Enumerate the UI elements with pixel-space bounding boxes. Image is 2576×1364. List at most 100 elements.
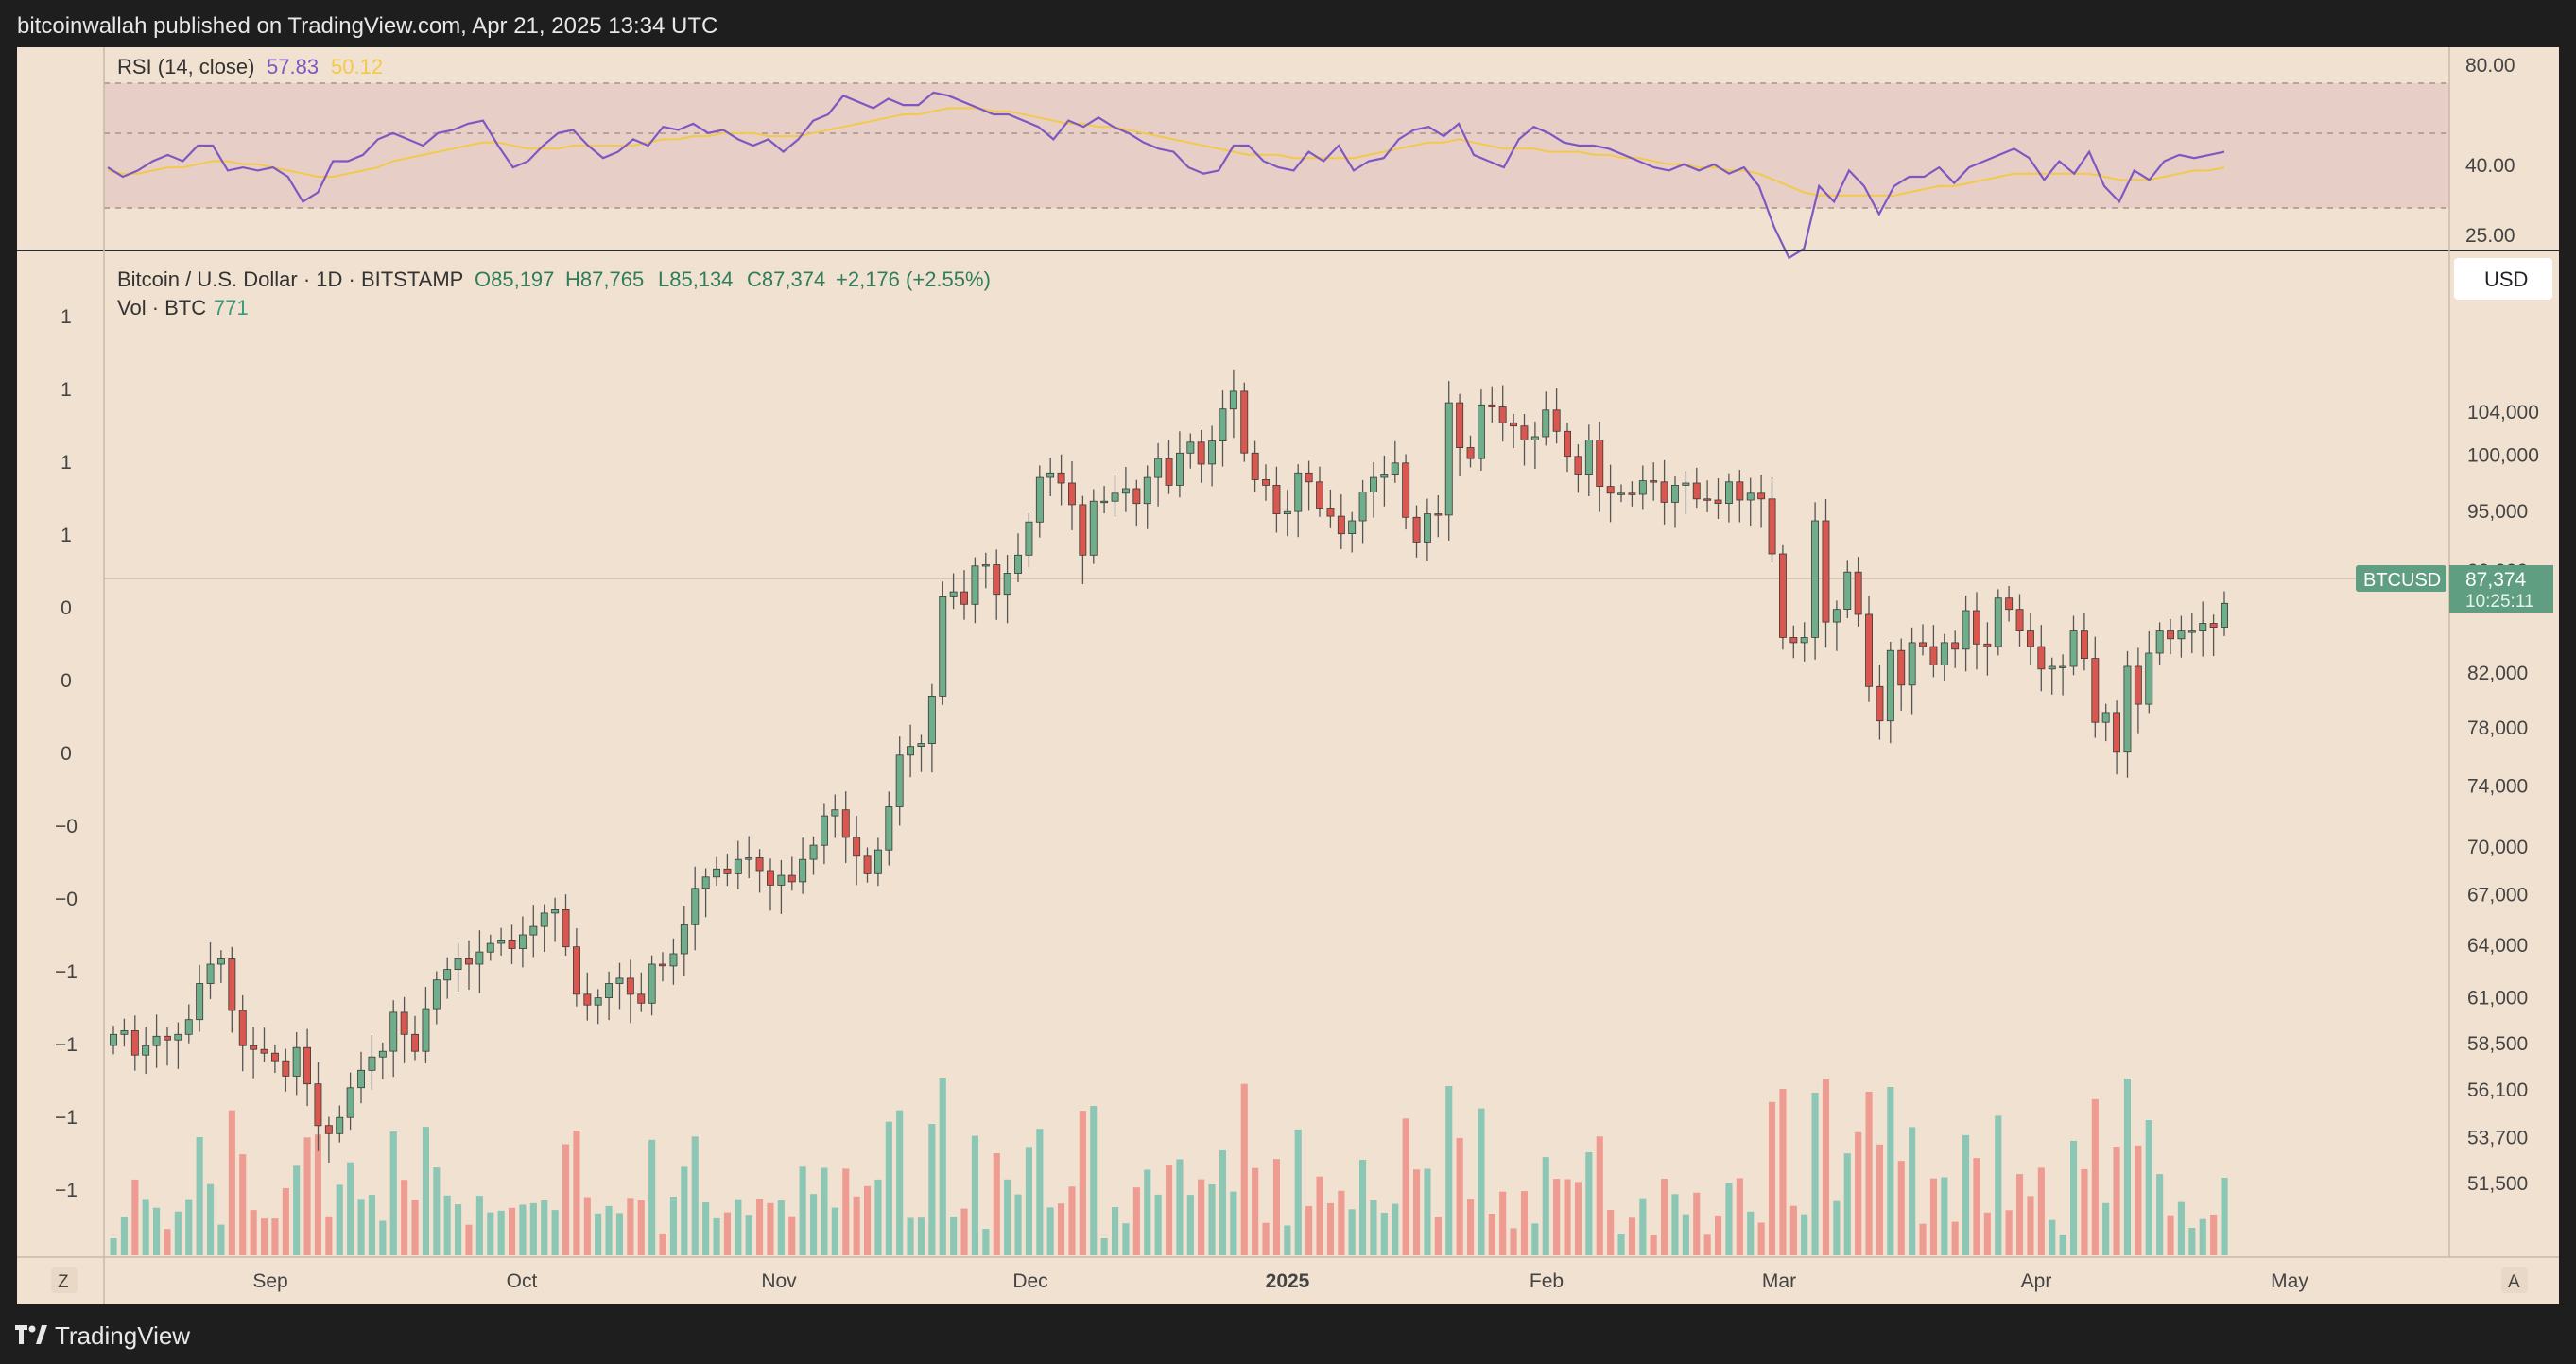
symbol-title: Bitcoin / U.S. Dollar · 1D · BITSTAMP [117,268,463,291]
ohlc-close: C87,374 [747,268,825,291]
candle-body [184,1019,193,1035]
candle-body [723,868,732,874]
goto-date-button[interactable]: Z [58,1272,69,1292]
volume-bar [1887,1087,1894,1255]
volume-bar [1392,1203,1399,1255]
volume-bar [1079,1111,1086,1255]
volume-bar [583,1197,591,1255]
volume-bar [928,1124,936,1255]
price-axis[interactable]: 104,000100,00095,00090,00082,00078,00074… [2467,402,2539,1195]
volume-bar [443,1195,451,1255]
volume-bar [217,1224,225,1255]
candle-body [2048,665,2056,670]
volume-bar [950,1217,958,1255]
candle-body [1294,472,1303,512]
volume-bar [885,1121,892,1255]
volume-bar [1424,1168,1431,1255]
volume-bar [1855,1131,1862,1255]
volume-bar [261,1218,268,1255]
volume-bar [1326,1202,1334,1255]
volume-bar [1166,1165,1173,1255]
auto-scale-button-box[interactable] [2501,1267,2528,1293]
candle-body [1779,553,1787,638]
candle-body [454,958,462,971]
volume-bar [2037,1167,2045,1255]
currency-button-box[interactable] [2454,258,2552,300]
candle-body [2101,712,2110,723]
candle-body [1348,520,1357,535]
tradingview-logo-icon [15,1325,47,1344]
volume-bar [1090,1106,1098,1255]
candle-body [2187,630,2196,633]
volume-bar [120,1217,128,1255]
candle-body [1283,510,1291,515]
left-tick: −1 [55,961,78,983]
auto-scale-button[interactable]: A [2508,1272,2520,1292]
candle-body [777,874,786,886]
volume-bar [196,1137,203,1255]
candle-body [1564,430,1571,458]
candle-body [1111,492,1119,502]
candle-body [1962,610,1970,650]
candle-body [1498,406,1507,423]
candle-body [2209,623,2218,628]
price-tick: 67,000 [2467,885,2528,906]
volume-bar [110,1238,117,1255]
time-tick: Feb [1530,1270,1564,1292]
volume-bar [1348,1209,1356,1255]
candle-body [1402,462,1410,518]
volume-bar [627,1198,634,1255]
volume-bar [1585,1152,1593,1255]
candle-body [2037,646,2046,670]
candle-body [464,958,473,965]
candle-body [821,815,828,846]
candle-body [443,969,452,981]
candle-body [1972,610,1980,645]
price-tick: 78,000 [2467,717,2528,739]
volume-bar [1252,1167,1259,1255]
volume-bar [1553,1179,1561,1255]
candle-body [1530,436,1539,440]
volume-bar [1058,1203,1065,1255]
volume-bar [1294,1129,1302,1255]
time-tick: May [2271,1270,2308,1292]
candle-body [1940,642,1948,666]
chart-canvas[interactable]: RSI (14, close) 57.83 50.12 80.00 40.00 … [17,47,2559,1304]
volume-bar [1359,1160,1367,1255]
volume-bar [357,1199,365,1255]
volume-bar [228,1110,235,1255]
volume-bar [2016,1174,2024,1255]
candle-body [1832,609,1841,623]
volume-bar [756,1199,764,1255]
candle-body [831,809,839,817]
currency-button[interactable]: USD [2484,268,2528,291]
candle-body [767,870,774,886]
volume-bar [2210,1214,2218,1255]
candle-body [529,925,538,936]
candle-body [648,963,656,1004]
volume-bar [1272,1159,1280,1255]
volume-bar [1046,1207,1054,1255]
volume-bar [1671,1194,1679,1255]
candle-body [841,809,850,838]
candle-body [1854,571,1862,615]
goto-date-button-box[interactable] [51,1267,78,1293]
volume-bar [648,1139,656,1255]
candle-body [282,1060,290,1077]
volume-bar [1779,1089,1787,1255]
candle-body [1714,499,1722,504]
time-axis[interactable]: Sep Oct Nov Dec 2025 Feb Mar Apr May [252,1270,2308,1292]
candle-body [1628,492,1636,495]
candle-body [981,564,990,567]
candle-body [292,1046,301,1077]
ohlc-high: H87,765 [565,268,644,291]
volume-bar [1434,1217,1442,1255]
candle-body [907,746,914,756]
candle-body [1768,498,1776,555]
volume-bar [2156,1174,2164,1255]
volume-bar [1843,1153,1851,1255]
candle-body [1132,488,1141,505]
time-tick: Dec [1012,1270,1047,1292]
volume-bar [1025,1147,1032,1255]
candle-body [432,979,441,1010]
